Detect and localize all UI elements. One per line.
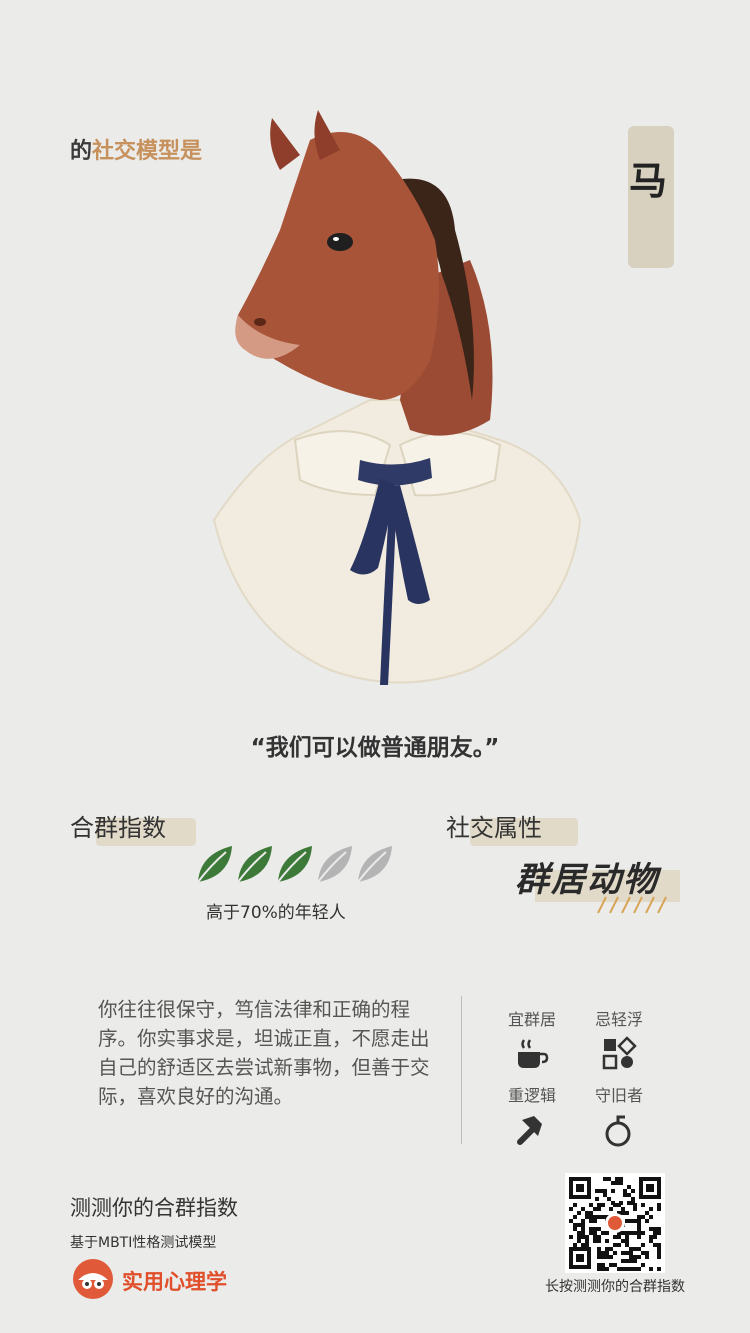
score-title-highlight [96,818,196,846]
footer-subtitle: 基于MBTI性格测试模型 [70,1235,217,1251]
trait-item: 重逻辑 [492,1082,572,1148]
trait-item: 守旧者 [579,1082,659,1148]
personality-description: 你往往很保守，笃信法律和正确的程序。你实事求是，坦诚正直，不愿走出自己的舒适区去… [98,998,430,1108]
leaf-empty-icon [357,846,392,883]
leaf-empty-icon [317,846,352,883]
horse-illustration [212,110,582,685]
subtitle-prefix: 的 [70,138,93,164]
leaf-filled-icon [237,846,272,883]
attribute-title: 社交属性 [446,814,542,842]
attribute-value-highlight [535,870,680,902]
leaf-filled-icon [277,846,312,883]
footer-title: 测测你的合群指数 [70,1196,238,1220]
qr-caption: 长按测测你的合群指数 [545,1279,685,1295]
trait-label: 宜群居 [507,1010,556,1029]
coffee-cup-icon [518,1039,549,1068]
trait-label: 忌轻浮 [594,1010,643,1029]
hammer-icon [517,1116,542,1145]
page-subtitle: 的社交模型是 [70,133,202,165]
shapes-icon [602,1036,637,1070]
hatch-decoration [597,896,667,914]
score-caption: 高于70%的年轻人 [206,903,346,923]
leaf-filled-icon [197,846,232,883]
brand-logo-icon [73,1259,113,1299]
trait-item: 宜群居 [492,1006,572,1072]
bomb-icon [605,1115,631,1147]
brand-name: 实用心理学 [122,1269,227,1294]
leaf-rating [196,842,396,888]
animal-name: 马 [628,158,667,203]
attribute-title-highlight [470,818,578,846]
subtitle-accent: 社交模型是 [92,138,203,164]
score-title: 合群指数 [70,814,166,842]
divider [461,996,462,1144]
qr-code[interactable] [565,1173,665,1273]
trait-label: 守旧者 [594,1086,643,1105]
trait-label: 重逻辑 [507,1086,556,1105]
attribute-value: 群居动物 [515,860,659,900]
quote-text: “我们可以做普通朋友。” [250,735,500,761]
trait-item: 忌轻浮 [579,1006,659,1072]
animal-name-background [628,126,674,268]
